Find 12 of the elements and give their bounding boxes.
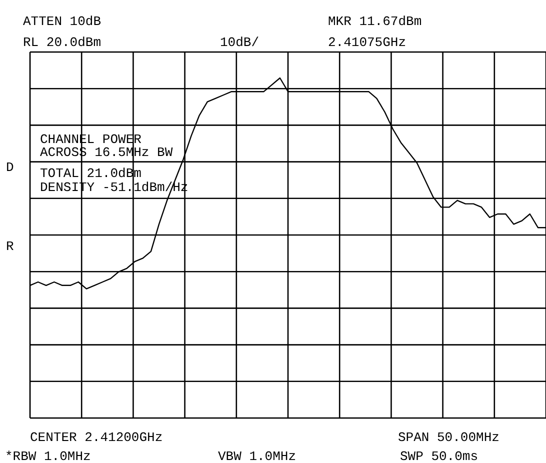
text: 2.41075GHz	[328, 35, 406, 50]
text: ATTEN 10dB	[23, 14, 102, 29]
text: R	[6, 239, 14, 254]
text: VBW 1.0MHz	[218, 449, 296, 463]
text: *RBW 1.0MHz	[5, 449, 91, 463]
text: 10dB/	[220, 35, 260, 50]
text: MKR 11.67dBm	[328, 14, 422, 29]
text: D	[6, 160, 14, 175]
text: SWP 50.0ms	[400, 449, 478, 463]
text: CENTER 2.41200GHz	[30, 430, 163, 445]
text: RL 20.0dBm	[23, 35, 102, 50]
text: SPAN 50.00MHz	[398, 430, 500, 445]
